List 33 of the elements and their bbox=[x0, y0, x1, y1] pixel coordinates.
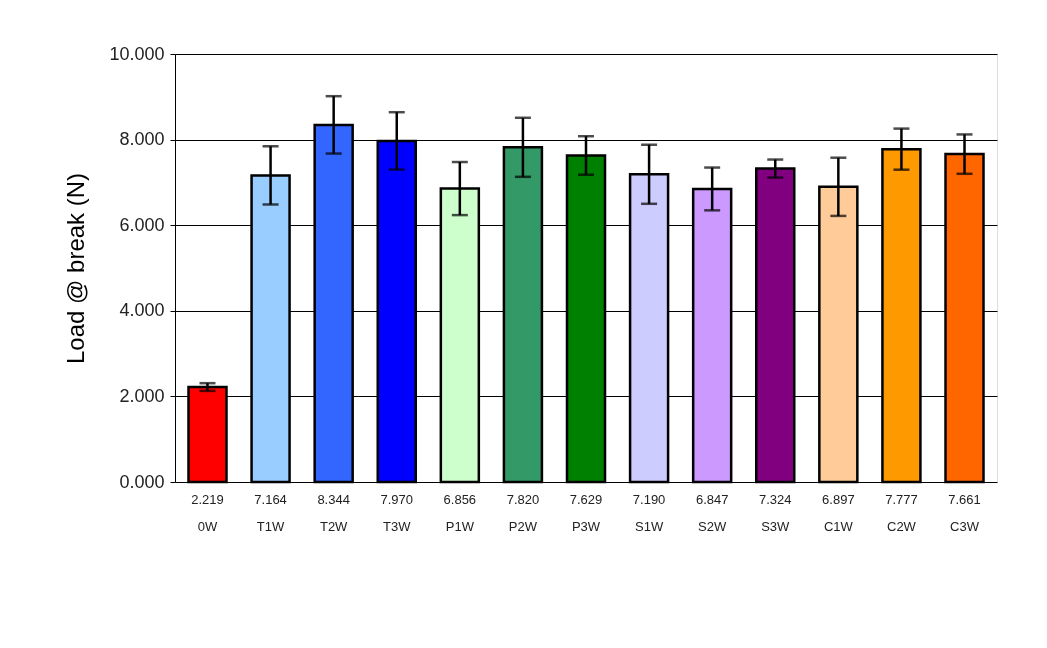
y-tick-label: 10.000 bbox=[109, 43, 165, 64]
y-tick-label: 6.000 bbox=[119, 214, 165, 235]
data-label: 7.324 bbox=[758, 492, 792, 507]
x-tick-label: T3W bbox=[383, 518, 412, 534]
data-label: 8.344 bbox=[317, 492, 350, 507]
y-tick-label: 4.000 bbox=[119, 300, 165, 321]
data-label: 6.897 bbox=[822, 492, 855, 507]
data-label: 6.847 bbox=[695, 492, 729, 507]
data-label: 7.970 bbox=[380, 492, 414, 507]
data-label: 6.856 bbox=[443, 492, 477, 507]
x-tick-label: P2W bbox=[508, 518, 538, 534]
data-label: 7.629 bbox=[569, 492, 603, 507]
x-tick-label: S1W bbox=[635, 518, 664, 534]
data-label: 7.777 bbox=[885, 492, 918, 507]
x-tick-label: C3W bbox=[950, 518, 980, 534]
data-label: 7.190 bbox=[632, 492, 666, 507]
x-tick-label: S2W bbox=[698, 518, 727, 534]
data-label: 2.219 bbox=[191, 492, 224, 507]
y-tick-label: 0.000 bbox=[119, 471, 165, 492]
y-axis-title: Load @ break (N) bbox=[62, 172, 90, 365]
x-tick-label: P1W bbox=[445, 518, 475, 534]
data-label: 7.164 bbox=[254, 492, 287, 507]
x-tick-label: T1W bbox=[256, 518, 286, 534]
y-tick-label: 2.000 bbox=[119, 385, 165, 406]
x-tick-label: 0W bbox=[197, 518, 218, 534]
x-tick-label: C1W bbox=[823, 518, 854, 534]
y-tick-label: 8.000 bbox=[119, 129, 165, 150]
x-tick-label: S3W bbox=[761, 518, 791, 534]
data-label: 7.661 bbox=[948, 492, 981, 507]
data-label: 7.820 bbox=[506, 492, 540, 507]
x-tick-label: P3W bbox=[571, 518, 601, 534]
x-tick-label: T2W bbox=[319, 518, 349, 534]
x-tick-label: C2W bbox=[886, 518, 917, 534]
